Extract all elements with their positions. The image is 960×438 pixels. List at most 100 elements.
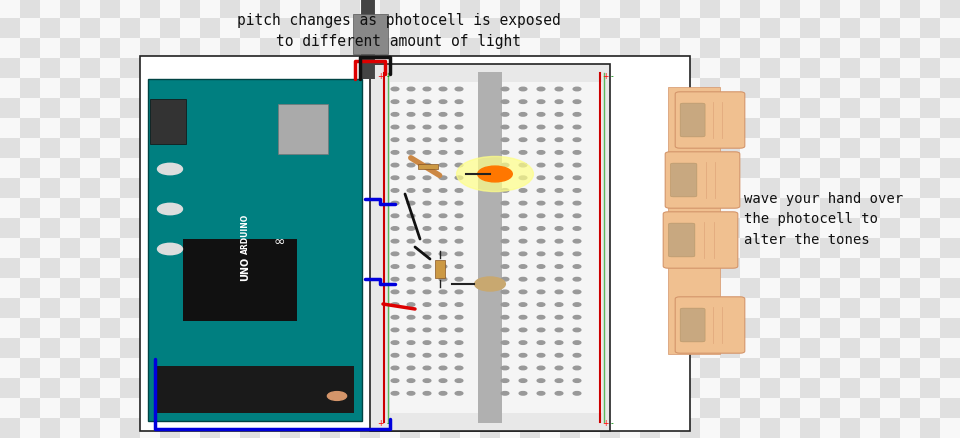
Bar xyxy=(880,179,900,198)
Bar xyxy=(600,398,620,418)
Bar xyxy=(520,338,540,358)
Bar xyxy=(340,179,360,198)
Bar xyxy=(900,298,920,318)
Text: -: - xyxy=(611,419,613,427)
Circle shape xyxy=(538,366,545,370)
Circle shape xyxy=(457,157,534,192)
Circle shape xyxy=(439,126,446,130)
Bar xyxy=(580,99,600,119)
Bar xyxy=(340,119,360,139)
FancyBboxPatch shape xyxy=(668,223,695,258)
FancyBboxPatch shape xyxy=(675,297,745,353)
Bar xyxy=(180,39,200,59)
Bar xyxy=(540,378,560,398)
Bar xyxy=(120,79,140,99)
Bar xyxy=(760,179,780,198)
Bar xyxy=(940,179,960,198)
Bar xyxy=(40,59,60,79)
Bar xyxy=(600,279,620,298)
Circle shape xyxy=(573,164,581,167)
Bar xyxy=(140,258,160,279)
Bar xyxy=(520,418,540,438)
Bar xyxy=(580,198,600,219)
Bar xyxy=(820,59,840,79)
Circle shape xyxy=(407,341,415,345)
Bar xyxy=(40,238,60,258)
Bar xyxy=(780,19,800,39)
Bar xyxy=(880,139,900,159)
Bar xyxy=(540,0,560,19)
Bar xyxy=(278,105,328,155)
Circle shape xyxy=(455,316,463,319)
Circle shape xyxy=(391,265,398,268)
Bar xyxy=(820,139,840,159)
Bar xyxy=(220,418,240,438)
Bar xyxy=(300,139,320,159)
Bar xyxy=(80,358,100,378)
Circle shape xyxy=(519,240,527,244)
Bar xyxy=(920,219,940,238)
Bar xyxy=(740,39,760,59)
Circle shape xyxy=(423,278,431,281)
Circle shape xyxy=(555,139,563,142)
Circle shape xyxy=(519,151,527,155)
Bar xyxy=(340,19,360,39)
Bar xyxy=(700,198,720,219)
Bar xyxy=(370,65,610,431)
Bar xyxy=(880,59,900,79)
Bar xyxy=(580,39,600,59)
Bar xyxy=(680,318,700,338)
Circle shape xyxy=(519,392,527,395)
Bar xyxy=(620,258,640,279)
Bar xyxy=(460,19,480,39)
Bar xyxy=(140,59,160,79)
Bar xyxy=(80,179,100,198)
Bar xyxy=(160,378,180,398)
Bar xyxy=(240,398,260,418)
Bar xyxy=(40,179,60,198)
Bar xyxy=(220,378,240,398)
Bar xyxy=(140,0,160,19)
Circle shape xyxy=(573,303,581,307)
Bar xyxy=(20,279,40,298)
Bar xyxy=(0,298,20,318)
Bar xyxy=(200,139,220,159)
Circle shape xyxy=(423,379,431,382)
Bar xyxy=(540,219,560,238)
Bar xyxy=(260,19,280,39)
Bar xyxy=(360,219,380,238)
Bar xyxy=(20,398,40,418)
Bar xyxy=(760,0,780,19)
Bar xyxy=(600,139,620,159)
Bar xyxy=(160,219,180,238)
Bar xyxy=(100,258,120,279)
Bar xyxy=(300,39,320,59)
Bar xyxy=(340,358,360,378)
Bar xyxy=(700,59,720,79)
Bar xyxy=(240,238,260,258)
Circle shape xyxy=(439,215,446,218)
Bar xyxy=(120,358,140,378)
Circle shape xyxy=(555,202,563,205)
Bar xyxy=(80,219,100,238)
Bar xyxy=(840,398,860,418)
Bar xyxy=(640,279,660,298)
Bar xyxy=(720,238,740,258)
Bar xyxy=(780,279,800,298)
Bar xyxy=(520,258,540,279)
Bar xyxy=(480,0,500,19)
Circle shape xyxy=(455,139,463,142)
Circle shape xyxy=(573,392,581,395)
Bar xyxy=(20,159,40,179)
Bar xyxy=(620,378,640,398)
Bar xyxy=(0,119,20,139)
Bar xyxy=(40,298,60,318)
Bar xyxy=(120,159,140,179)
Bar xyxy=(0,219,20,238)
Bar xyxy=(840,39,860,59)
Bar xyxy=(640,398,660,418)
Bar xyxy=(340,298,360,318)
Bar xyxy=(460,358,480,378)
Bar xyxy=(420,119,440,139)
Bar xyxy=(720,258,740,279)
